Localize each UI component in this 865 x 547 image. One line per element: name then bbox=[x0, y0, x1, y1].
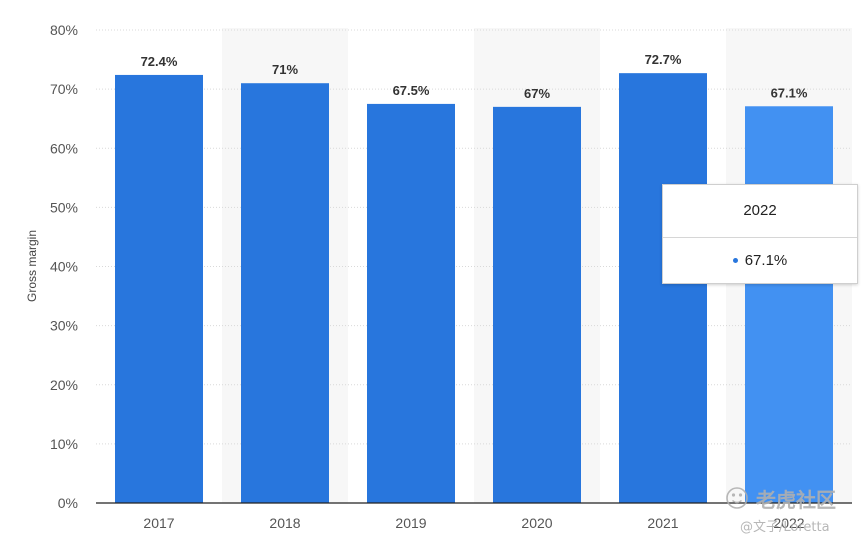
bar-2022 bbox=[745, 106, 833, 504]
tooltip-row: 67.1% bbox=[663, 238, 857, 284]
bars bbox=[115, 73, 833, 504]
tooltip-title: 2022 bbox=[663, 185, 857, 238]
bar-2019 bbox=[367, 103, 455, 503]
x-tick-labels: 2017 2018 2019 2020 2021 2022 bbox=[143, 515, 804, 531]
watermark-main: 老虎社区 bbox=[756, 488, 836, 512]
x-tick-label: 2017 bbox=[143, 515, 174, 531]
y-tick-label: 30% bbox=[50, 318, 78, 334]
y-axis-title: Gross margin bbox=[25, 230, 39, 302]
tooltip-value: 67.1% bbox=[744, 252, 788, 269]
bar-2021 bbox=[619, 73, 707, 503]
tooltip: 2022 67.1% bbox=[662, 184, 858, 284]
y-tick-label: 20% bbox=[50, 377, 78, 393]
y-tick-label: 70% bbox=[50, 81, 78, 97]
y-tick-label: 10% bbox=[50, 436, 78, 452]
bar-value-labels: 72.4% 71% 67.5% 67% 72.7% 67.1% bbox=[141, 52, 808, 101]
x-tick-label: 2021 bbox=[647, 515, 678, 531]
bar-2017 bbox=[115, 74, 203, 503]
bar-value-label: 72.7% bbox=[645, 52, 682, 67]
y-tick-label: 0% bbox=[58, 495, 78, 511]
watermark-sub: @文子/Loretta bbox=[740, 520, 830, 535]
series-dot-icon bbox=[732, 257, 738, 263]
bar-2018 bbox=[241, 83, 329, 504]
bar-value-label: 71% bbox=[272, 62, 298, 77]
y-tick-label: 80% bbox=[50, 22, 78, 38]
y-tick-label: 50% bbox=[50, 199, 78, 215]
paw-logo-icon bbox=[726, 487, 748, 509]
watermark: 老虎社区 @文子/Loretta bbox=[726, 484, 860, 542]
bar-value-label: 67.1% bbox=[771, 85, 808, 100]
x-tick-label: 2022 bbox=[773, 515, 804, 531]
x-tick-label: 2020 bbox=[521, 515, 552, 531]
bar-value-label: 67.5% bbox=[393, 83, 430, 98]
y-tick-label: 60% bbox=[50, 140, 78, 156]
x-tick-label: 2018 bbox=[269, 515, 300, 531]
bar-2020 bbox=[493, 106, 581, 504]
y-tick-label: 40% bbox=[50, 259, 78, 275]
bar-value-label: 67% bbox=[524, 86, 550, 101]
x-tick-label: 2019 bbox=[395, 515, 426, 531]
y-tick-labels: 0% 10% 20% 30% 40% 50% 60% 70% 80% bbox=[50, 22, 78, 511]
bar-value-label: 72.4% bbox=[141, 54, 178, 69]
